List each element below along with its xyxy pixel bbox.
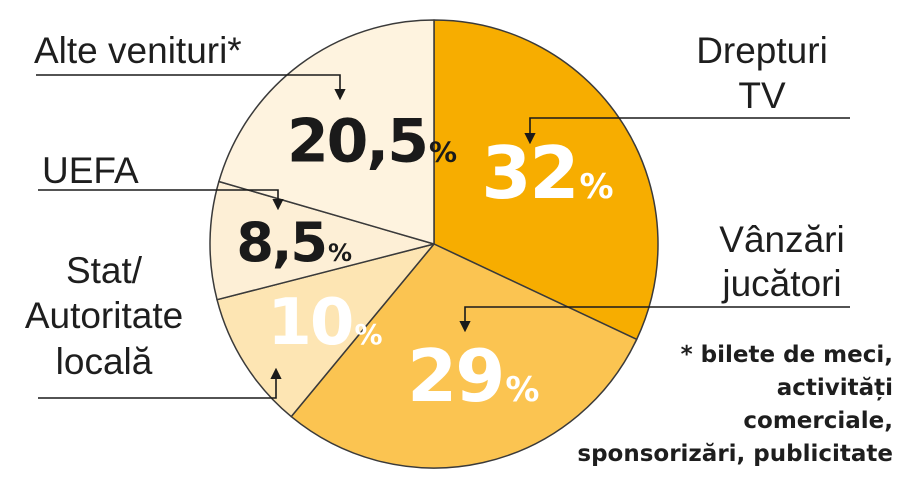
slice-value-5: 20,5% <box>287 107 457 177</box>
label-uefa: UEFA <box>42 150 139 191</box>
label-stat-line2: Autoritate <box>25 295 183 336</box>
label-drepturi-line2: TV <box>738 75 786 116</box>
label-stat-line1: Stat/ <box>66 250 143 291</box>
slice-value-4: 8,5% <box>236 211 352 274</box>
leader-uefa <box>38 189 284 211</box>
footnote-line3: comerciale, <box>743 408 893 434</box>
slice-value-3: 10% <box>267 286 382 360</box>
label-drepturi-line1: Drepturi <box>696 30 828 71</box>
label-alte-venituri: Alte venituri* <box>34 30 242 71</box>
leader-alte <box>36 74 346 101</box>
footnote-line4: sponsorizări, publicitate <box>577 441 893 467</box>
leader-drepturi <box>524 117 850 145</box>
leader-lines <box>36 74 850 399</box>
pie-slice-1 <box>433 19 659 341</box>
slice-value-1: 32% <box>481 131 613 215</box>
leader-vanzari <box>459 306 850 333</box>
label-stat-line3: locală <box>56 341 153 382</box>
label-vanzari-line2: jucători <box>721 263 841 304</box>
pie-slice-2 <box>290 243 638 469</box>
slice-values: 32% 29% 10% 8,5% 20,5% <box>236 107 613 418</box>
pie-slice-4 <box>209 180 435 301</box>
footnote-line2: activități <box>777 375 893 401</box>
label-vanzari-line1: Vânzări <box>719 219 844 260</box>
leader-stat <box>38 367 282 399</box>
pie-slice-5 <box>218 19 435 245</box>
slice-value-2: 29% <box>407 334 539 418</box>
footnote-line1: * bilete de meci, <box>681 342 893 368</box>
